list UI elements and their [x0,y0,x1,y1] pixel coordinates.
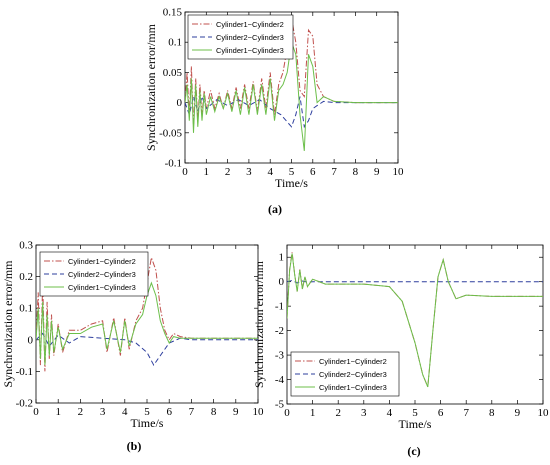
x-tick-label: 0 [182,166,188,178]
legend-label-2: Cylinder2−Cylinder3 [68,270,136,279]
legend-box [39,251,149,297]
x-axis-label: Time/s [275,176,308,190]
x-tick-label: 7 [463,407,469,419]
chart-b: 0 1 2 3 4 5 6 7 8 9 10 -0.2 -0.1 0 0.1 0.2 0.3 Time/s Sync… [1,240,264,454]
legend-box [290,351,400,397]
y-tick-label: -0.1 [165,158,182,170]
x-tick-label: 5 [289,166,295,178]
x-tick-label: 10 [253,406,265,418]
y-axis-label: Synchronization error/mm [252,260,266,388]
series-line-3 [287,253,543,388]
legend-label-1: Cylinder1−Cylinder2 [319,357,387,366]
series-line-3 [185,42,398,151]
panel-label: (b) [127,439,142,453]
legend-label-3: Cylinder1−Cylinder3 [319,383,387,392]
y-tick-label: -4 [275,374,285,386]
y-tick-label: -2 [275,325,284,337]
y-tick-label: 0 [177,97,183,109]
y-tick-label: 0.05 [163,67,183,79]
series-group [185,17,398,151]
x-tick-label: 0 [284,407,290,419]
legend-label-2: Cylinder2−Cylinder3 [319,370,387,379]
y-tick-label: 0.2 [19,271,33,283]
x-tick-label: 8 [489,407,495,419]
y-tick-label: 0.3 [19,240,33,252]
series-group [287,252,543,388]
series-line-2 [185,94,398,129]
x-tick-label: 7 [331,166,337,178]
y-tick-label: 0 [279,276,285,288]
x-tick-label: 3 [100,406,106,418]
x-tick-label: 2 [225,166,231,178]
panel-label: (c) [407,444,420,458]
y-axis-label: Synchronization error/mm [1,260,15,388]
series-line-2 [287,279,543,284]
x-tick-label: 6 [166,406,172,418]
legend-label-1: Cylinder1−Cylinder2 [68,257,136,266]
x-tick-label: 2 [78,406,84,418]
x-tick-label: 9 [374,166,380,178]
y-tick-label: 1 [279,252,285,264]
x-tick-label: 10 [393,166,405,178]
legend: Cylinder1−Cylinder2 Cylinder2−Cylinder3 Cy… [39,251,149,297]
y-tick-label: 0.1 [168,37,182,49]
x-tick-label: 2 [335,407,341,419]
y-tick-label: -0.1 [16,366,33,378]
series-line-3 [36,281,258,366]
x-tick-label: 1 [310,407,316,419]
y-tick-label: 0.15 [163,7,183,19]
y-tick-label: -0.2 [16,398,33,410]
x-tick-label: 1 [204,166,210,178]
x-tick-label: 9 [233,406,239,418]
legend-label-3: Cylinder1−Cylinder3 [68,283,136,292]
y-axis-label: Synchronization error/mm [144,23,158,151]
legend: Cylinder1−Cylinder2 Cylinder2−Cylinder3 Cy… [290,351,400,397]
x-tick-label: 4 [387,407,393,419]
chart-a: 0 1 2 3 4 5 6 7 8 9 10 -0.1 -0.05 0 0.05 0.1 0.15 Time/s S… [144,7,404,217]
x-tick-label: 1 [55,406,61,418]
x-tick-label: 0 [33,406,39,418]
x-tick-label: 8 [211,406,217,418]
y-tick-label: -5 [275,399,285,411]
legend-label-3: Cylinder1−Cylinder3 [216,46,284,55]
x-tick-label: 4 [267,166,273,178]
x-tick-label: 5 [144,406,150,418]
x-tick-label: 4 [122,406,128,418]
x-tick-label: 10 [538,407,550,419]
x-tick-label: 5 [412,407,418,419]
y-tick-label: 0.1 [19,303,33,315]
series-group [36,255,258,372]
y-tick-label: -3 [275,350,285,362]
series-line-2 [36,332,258,367]
x-tick-label: 8 [353,166,359,178]
x-tick-label: 7 [189,406,195,418]
x-axis-label: Time/s [399,417,432,431]
x-tick-label: 9 [515,407,521,419]
legend-label-1: Cylinder1−Cylinder2 [216,20,284,29]
panel-label: (a) [268,202,282,216]
legend: Cylinder1−Cylinder2 Cylinder2−Cylinder3 Cy… [187,14,294,60]
y-tick-label: -1 [275,301,284,313]
x-tick-label: 6 [438,407,444,419]
x-tick-label: 3 [246,166,252,178]
x-tick-label: 6 [310,166,316,178]
x-tick-label: 3 [361,407,367,419]
y-tick-label: -0.05 [159,127,182,139]
y-tick-label: 0 [28,334,34,346]
legend-box [187,14,294,60]
legend-label-2: Cylinder2−Cylinder3 [216,33,284,42]
chart-c: 0 1 2 3 4 5 6 7 8 9 10 -5 -4 -3 -2 -1 0 1 Time/s Synchroniz… [252,244,550,458]
x-axis-label: Time/s [131,416,164,430]
